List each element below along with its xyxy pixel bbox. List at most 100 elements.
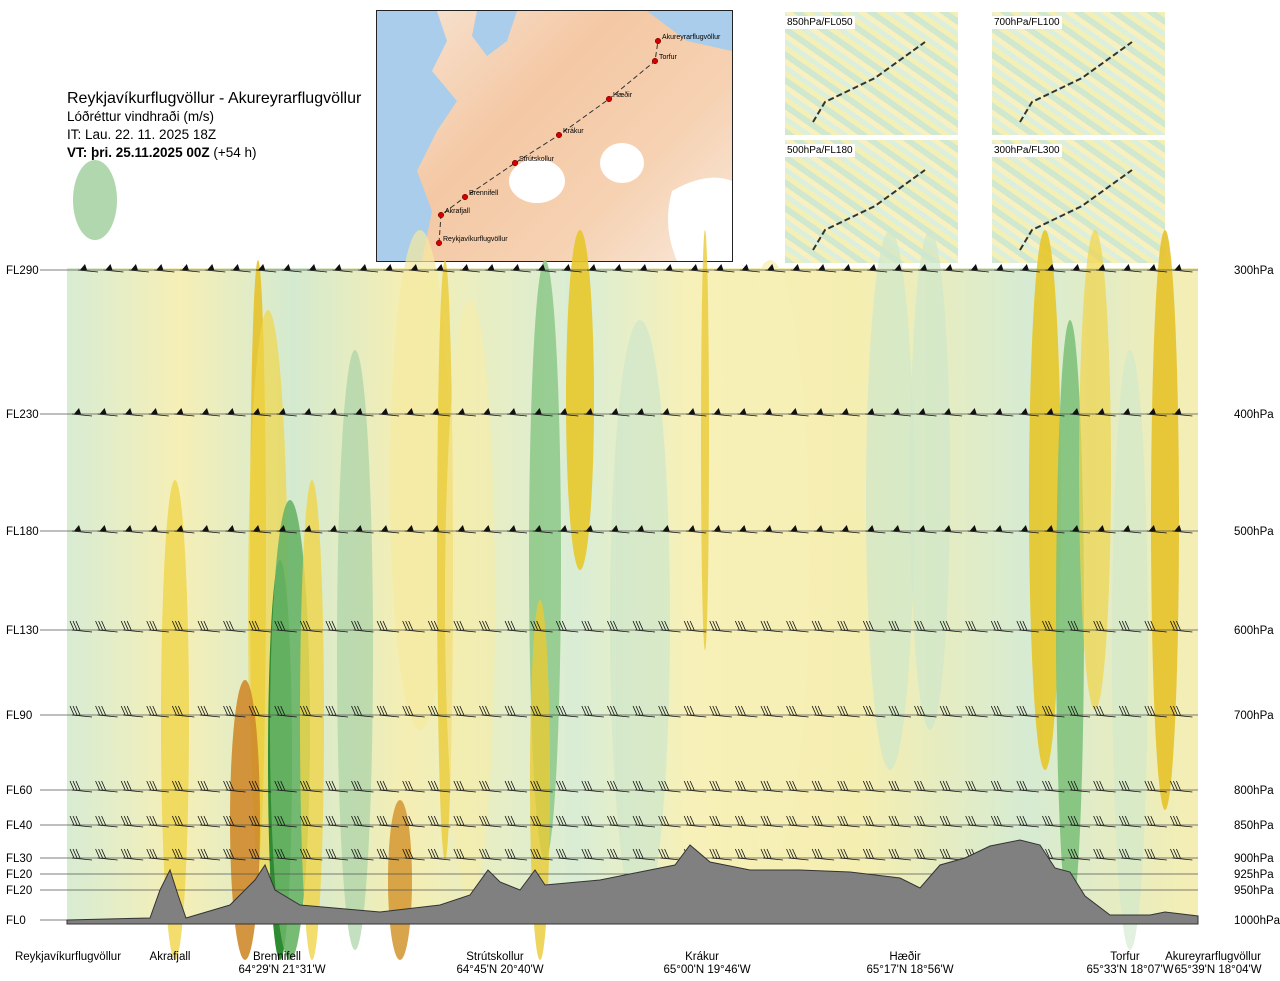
wind-barb xyxy=(248,848,272,861)
wind-barb xyxy=(786,620,809,633)
wind-barb xyxy=(274,780,297,793)
wind-barb xyxy=(786,780,809,793)
wind-barb xyxy=(916,525,937,534)
mini-map-300[interactable]: 300hPa/FL300 xyxy=(992,140,1165,263)
plume-15 xyxy=(610,320,670,920)
wind-barb xyxy=(507,525,528,534)
wind-barb xyxy=(120,705,144,718)
wind-barb xyxy=(686,408,707,417)
wind-barb xyxy=(123,408,144,417)
wind-barb xyxy=(965,705,988,718)
wind-barb xyxy=(325,815,348,828)
wind-barb xyxy=(1093,780,1116,793)
map-waypoint-label: Strútskollur xyxy=(519,156,555,163)
map-waypoint-2[interactable] xyxy=(605,95,613,103)
wind-barb xyxy=(739,264,760,273)
wind-barb xyxy=(332,264,353,273)
wind-barb xyxy=(402,620,425,633)
map-waypoint-label: Torfur xyxy=(659,54,678,61)
wind-barb xyxy=(148,408,169,417)
map-waypoint-3[interactable] xyxy=(555,131,563,139)
wind-barb xyxy=(1121,264,1142,273)
wind-barb xyxy=(274,705,297,718)
wind-barb xyxy=(786,815,809,828)
wind-barb xyxy=(248,780,272,793)
map-waypoint-label: Hæðir xyxy=(613,91,633,99)
wind-barb xyxy=(634,408,656,417)
wind-barb xyxy=(968,264,989,273)
wind-barb xyxy=(734,620,758,633)
wind-barb xyxy=(1118,780,1142,793)
mini-map-700[interactable]: 700hPa/FL100 xyxy=(992,12,1165,135)
wind-barb xyxy=(1019,264,1040,273)
wind-barb xyxy=(555,705,579,718)
y-left-label: FL0 xyxy=(6,915,26,927)
wind-barb xyxy=(427,848,451,861)
map-waypoint-1[interactable] xyxy=(651,57,659,65)
wind-barb xyxy=(299,780,323,793)
wind-barb xyxy=(760,815,783,828)
y-right-label: 850hPa xyxy=(1234,820,1274,832)
wind-barb xyxy=(504,815,528,828)
y-left-label: FL60 xyxy=(6,785,32,797)
wind-barb xyxy=(402,848,425,861)
map-waypoint-0[interactable] xyxy=(654,37,662,45)
route-map[interactable]: Akureyrarflugvöllur Torfur Hæðir Krákur Strú… xyxy=(376,10,733,262)
wind-barb xyxy=(427,705,451,718)
wind-barb xyxy=(888,620,911,633)
wind-barb xyxy=(408,264,429,273)
wind-barb xyxy=(171,780,195,793)
wind-barb xyxy=(558,525,579,534)
wind-barb xyxy=(1147,264,1168,273)
wind-barb xyxy=(634,525,656,534)
wind-barb xyxy=(1121,525,1142,534)
wind-barb xyxy=(555,620,579,633)
wind-barb xyxy=(688,264,709,273)
wind-barb xyxy=(1118,705,1142,718)
wind-barb xyxy=(839,525,860,534)
wind-barb xyxy=(536,264,557,273)
wind-barb xyxy=(427,620,451,633)
mini-map-850[interactable]: 850hPa/FL050 xyxy=(785,12,958,135)
plume-20 xyxy=(1029,230,1061,770)
wind-barb xyxy=(658,780,681,793)
wind-barb xyxy=(504,705,528,718)
x-waypoint-coord: 65°39'N 18°04'W xyxy=(1174,964,1261,976)
wind-barb xyxy=(225,525,246,534)
wind-barb xyxy=(683,780,707,793)
wind-barb xyxy=(69,815,93,828)
valid-time-rest: (+54 h) xyxy=(209,145,257,160)
wind-barb xyxy=(786,848,809,861)
wind-barb xyxy=(146,620,169,633)
wind-barb xyxy=(1067,620,1091,633)
wind-barb xyxy=(351,620,374,633)
wind-barb xyxy=(1070,264,1091,273)
map-waypoint-4[interactable] xyxy=(511,159,519,167)
wind-barb xyxy=(994,264,1015,273)
wind-barb xyxy=(1144,780,1167,793)
wind-barb xyxy=(993,408,1014,417)
wind-barb xyxy=(71,525,93,534)
wind-barb xyxy=(1042,620,1065,633)
wind-barb xyxy=(734,705,758,718)
wind-barb xyxy=(914,815,937,828)
wind-barb xyxy=(1067,780,1091,793)
map-waypoint-6[interactable] xyxy=(437,211,445,219)
wind-barb xyxy=(504,780,528,793)
wind-barb xyxy=(939,780,963,793)
wind-barb xyxy=(865,408,886,417)
wind-barb xyxy=(1093,815,1116,828)
wind-barb xyxy=(632,705,656,718)
wind-barb xyxy=(530,620,553,633)
mini-map-700-label: 700hPa/FL100 xyxy=(992,16,1062,29)
wind-barb xyxy=(555,815,579,828)
wind-barb xyxy=(299,705,323,718)
map-waypoint-5[interactable] xyxy=(461,193,469,201)
wind-barb xyxy=(862,705,886,718)
wind-barb xyxy=(1016,620,1039,633)
plume-18 xyxy=(866,230,914,770)
wind-barb xyxy=(1144,620,1167,633)
wind-barb xyxy=(69,705,93,718)
map-waypoint-7[interactable] xyxy=(435,239,443,247)
wind-barb xyxy=(709,620,732,633)
